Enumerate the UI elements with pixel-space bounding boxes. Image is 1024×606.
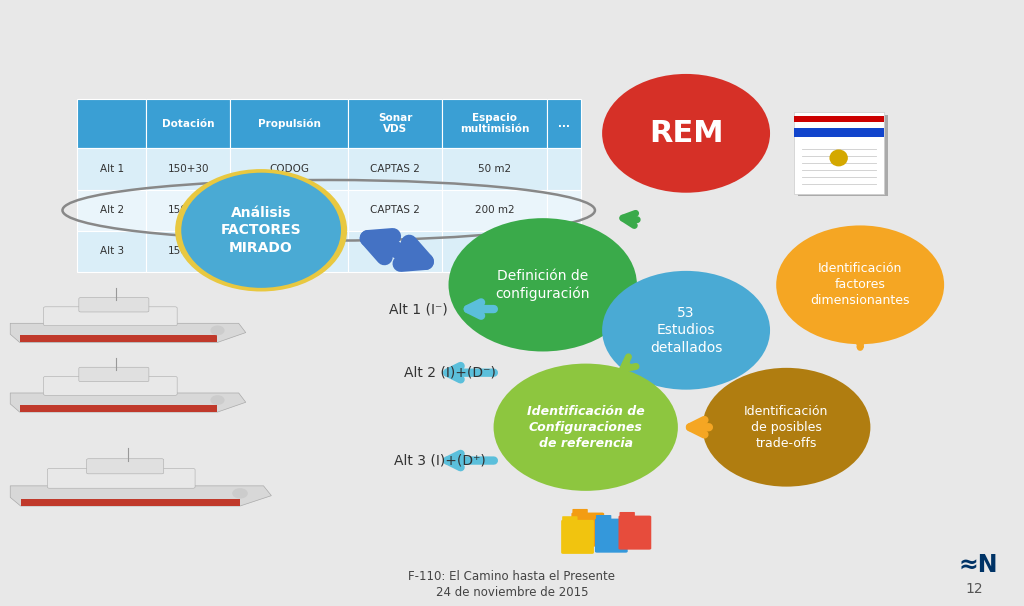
Text: CODOG: CODOG (269, 164, 309, 174)
Bar (547, 99, 581, 148)
Bar (230, 99, 348, 148)
Bar (146, 231, 230, 272)
Text: REM: REM (649, 119, 723, 148)
Polygon shape (10, 393, 246, 412)
Text: ≈N: ≈N (958, 553, 998, 577)
Bar (794, 116, 884, 122)
Ellipse shape (602, 74, 770, 193)
FancyBboxPatch shape (47, 468, 195, 488)
Bar (794, 112, 884, 194)
FancyBboxPatch shape (79, 298, 148, 312)
Bar (19, 405, 217, 412)
Text: CAPTAS 4: CAPTAS 4 (371, 247, 420, 256)
Ellipse shape (494, 364, 678, 491)
Bar (348, 190, 442, 231)
Bar (19, 335, 217, 342)
Ellipse shape (175, 169, 347, 291)
Text: Alt 3 (I)+(D⁺): Alt 3 (I)+(D⁺) (394, 453, 486, 468)
Bar (348, 231, 442, 272)
Ellipse shape (181, 173, 341, 288)
Bar (77, 99, 146, 148)
Bar (547, 231, 581, 272)
Bar (230, 148, 348, 190)
Text: 150+50: 150+50 (168, 205, 209, 215)
Bar (442, 99, 547, 148)
Text: Espacio
multimisión: Espacio multimisión (460, 113, 529, 135)
Bar (77, 148, 146, 190)
Bar (77, 231, 146, 272)
Bar (77, 190, 146, 231)
FancyBboxPatch shape (572, 509, 588, 515)
Bar (547, 190, 581, 231)
Text: Definición de
configuración: Definición de configuración (496, 269, 590, 301)
Text: Análisis
FACTORES
MIRADO: Análisis FACTORES MIRADO (221, 206, 301, 255)
Ellipse shape (232, 488, 248, 499)
FancyBboxPatch shape (595, 519, 628, 553)
FancyBboxPatch shape (43, 307, 177, 325)
Text: CODELADOG: CODELADOG (255, 205, 324, 215)
Text: 12: 12 (966, 582, 983, 596)
Bar (230, 190, 348, 231)
Ellipse shape (211, 325, 224, 335)
Text: Dotación: Dotación (162, 119, 215, 128)
FancyBboxPatch shape (571, 513, 604, 547)
Ellipse shape (702, 368, 870, 487)
Text: Alt 2 (I)+(D⁻): Alt 2 (I)+(D⁻) (404, 365, 497, 380)
Text: Sonar
VDS: Sonar VDS (378, 113, 413, 135)
Bar (442, 148, 547, 190)
Bar (442, 190, 547, 231)
Bar (794, 128, 884, 136)
Ellipse shape (776, 225, 944, 344)
Text: Identificación de
Configuraciones
de referencia: Identificación de Configuraciones de ref… (527, 405, 644, 450)
FancyBboxPatch shape (79, 367, 148, 382)
Text: 200 m2: 200 m2 (475, 205, 514, 215)
Bar (348, 99, 442, 148)
FancyBboxPatch shape (86, 459, 164, 474)
Text: Propulsión: Propulsión (258, 118, 321, 129)
Bar (230, 231, 348, 272)
Text: 24 de noviembre de 2015: 24 de noviembre de 2015 (436, 586, 588, 599)
Bar (146, 190, 230, 231)
Bar (798, 115, 888, 196)
FancyBboxPatch shape (562, 516, 578, 522)
Text: 53
Estudios
detallados: 53 Estudios detallados (650, 306, 722, 355)
Text: Alt 2: Alt 2 (99, 205, 124, 215)
Text: F-110: El Camino hasta el Presente: F-110: El Camino hasta el Presente (409, 570, 615, 584)
Text: 240 m2: 240 m2 (475, 247, 514, 256)
Text: Alt 1: Alt 1 (99, 164, 124, 174)
Text: CAPTAS 2: CAPTAS 2 (371, 164, 420, 174)
Text: 50 m2: 50 m2 (478, 164, 511, 174)
Text: CODELAG: CODELAG (263, 247, 315, 256)
Ellipse shape (829, 150, 848, 167)
Ellipse shape (449, 218, 637, 351)
Bar (146, 148, 230, 190)
Bar (348, 148, 442, 190)
Text: CAPTAS 2: CAPTAS 2 (371, 205, 420, 215)
Polygon shape (10, 486, 271, 506)
Text: Identificación
factores
dimensionantes: Identificación factores dimensionantes (810, 262, 910, 307)
FancyBboxPatch shape (596, 515, 611, 521)
Bar (547, 148, 581, 190)
Bar (20, 499, 240, 506)
Text: 150+65: 150+65 (168, 247, 209, 256)
Ellipse shape (211, 395, 224, 405)
Text: Alt 1 (I⁻): Alt 1 (I⁻) (389, 302, 447, 316)
FancyBboxPatch shape (618, 516, 651, 550)
FancyBboxPatch shape (561, 520, 594, 554)
Text: Identificación
de posibles
trade-offs: Identificación de posibles trade-offs (744, 405, 828, 450)
Text: ...: ... (558, 119, 569, 128)
Text: Alt 3: Alt 3 (99, 247, 124, 256)
Polygon shape (10, 324, 246, 342)
FancyBboxPatch shape (43, 376, 177, 395)
Text: 150+30: 150+30 (168, 164, 209, 174)
Bar (442, 231, 547, 272)
FancyBboxPatch shape (620, 512, 635, 518)
Ellipse shape (602, 271, 770, 390)
Bar (146, 99, 230, 148)
